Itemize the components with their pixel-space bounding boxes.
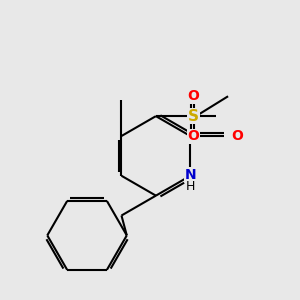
Text: O: O [232, 129, 243, 143]
Text: O: O [188, 130, 200, 143]
Text: N: N [184, 168, 196, 182]
Text: S: S [188, 109, 199, 124]
Text: H: H [186, 181, 195, 194]
Text: O: O [188, 89, 200, 103]
